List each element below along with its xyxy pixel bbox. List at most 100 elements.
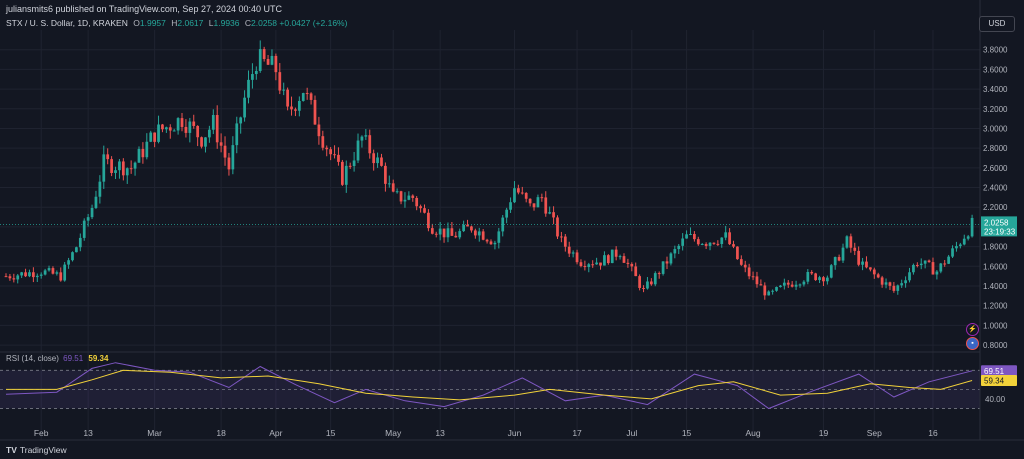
- candle-body: [51, 268, 55, 274]
- candle-body: [200, 137, 203, 147]
- candle-body: [39, 274, 43, 276]
- candle-body: [106, 154, 110, 160]
- candle-body: [865, 261, 868, 268]
- rsi-label[interactable]: RSI (14, close): [6, 354, 59, 363]
- candle-body: [763, 285, 767, 296]
- candle-body: [528, 198, 532, 204]
- rsi-background-band: [0, 370, 980, 409]
- candle-body: [841, 247, 845, 261]
- candle-body: [149, 132, 153, 142]
- y-tick-label: 2.6000: [983, 164, 1008, 173]
- candle-body: [540, 197, 544, 199]
- candle-body: [696, 239, 700, 245]
- candle-body: [728, 232, 731, 245]
- lightning-icon[interactable]: ⚡: [966, 323, 979, 336]
- candle-body: [258, 49, 262, 71]
- candle-body: [176, 118, 180, 131]
- candle-body: [208, 129, 211, 138]
- candle-body: [24, 272, 27, 277]
- candle-body: [845, 236, 849, 248]
- candle-body: [634, 266, 638, 277]
- candle-body: [642, 287, 645, 289]
- footer: TV TradingView: [6, 445, 67, 455]
- flag-icon[interactable]: ▪: [966, 337, 979, 350]
- candle-body: [724, 232, 728, 238]
- candle-body: [427, 212, 430, 229]
- y-tick-label: 2.4000: [983, 184, 1008, 193]
- candle-body: [450, 228, 454, 236]
- candle-body: [622, 256, 626, 263]
- candle-body: [693, 234, 696, 240]
- candle-body: [872, 269, 876, 275]
- candle-body: [966, 236, 970, 239]
- candle-body: [915, 264, 919, 266]
- candle-body: [309, 93, 313, 100]
- rsi-value-tag-bg: [981, 365, 1017, 377]
- candle-body: [403, 199, 407, 202]
- candle-body: [407, 195, 411, 200]
- candle-body: [732, 244, 735, 247]
- candle-body: [466, 224, 469, 227]
- candle-body: [806, 272, 810, 282]
- candle-body: [297, 100, 301, 111]
- candle-body: [164, 127, 168, 130]
- candle-body: [118, 161, 121, 171]
- tradingview-logo-icon[interactable]: TV: [6, 445, 17, 455]
- change-value: +0.0427 (+2.16%): [279, 18, 348, 28]
- candle-body: [227, 157, 231, 170]
- candle-body: [473, 230, 477, 236]
- candle-body: [125, 168, 129, 176]
- candle-body: [560, 236, 563, 238]
- candle-body: [59, 272, 63, 281]
- footer-brand[interactable]: TradingView: [19, 445, 67, 455]
- candle-body: [352, 160, 356, 167]
- candle-body: [387, 183, 391, 185]
- candle-body: [665, 261, 669, 264]
- candle-body: [360, 136, 364, 141]
- symbol-legend: STX / U. S. Dollar, 1D, KRAKEN O1.9957 H…: [6, 18, 347, 28]
- candle-body: [571, 252, 575, 254]
- candle-body: [4, 276, 8, 278]
- x-tick-label: 18: [216, 428, 226, 438]
- candle-body: [536, 197, 540, 208]
- symbol-name[interactable]: STX / U. S. Dollar, 1D, KRAKEN: [6, 18, 128, 28]
- candle-body: [497, 231, 501, 243]
- y-tick-label: 0.8000: [983, 341, 1008, 350]
- candle-body: [344, 165, 348, 185]
- candle-body: [599, 262, 602, 266]
- candle-body: [321, 136, 325, 148]
- candle-body: [305, 93, 309, 95]
- candle-body: [579, 262, 583, 267]
- currency-button[interactable]: USD: [979, 16, 1015, 32]
- candle-body: [317, 124, 321, 137]
- candle-body: [110, 159, 113, 173]
- candle-body: [434, 233, 438, 235]
- candle-body: [368, 135, 372, 154]
- rsi-ma-line: [6, 369, 973, 401]
- candle-body: [270, 55, 274, 65]
- candle-body: [552, 212, 555, 218]
- candle-body: [157, 124, 160, 142]
- candle-body: [603, 255, 606, 266]
- x-tick-label: Mar: [147, 428, 162, 438]
- y-tick-label: 1.0000: [983, 321, 1008, 330]
- candle-body: [517, 188, 520, 193]
- y-tick-label: 1.6000: [983, 262, 1008, 271]
- candle-body: [462, 224, 465, 232]
- candle-body: [341, 161, 344, 185]
- candle-body: [951, 248, 954, 257]
- candle-body: [380, 157, 383, 166]
- candle-body: [888, 282, 892, 286]
- low-label: L: [208, 18, 214, 28]
- candle-body: [219, 142, 223, 146]
- last-price-tag-bg: [981, 216, 1017, 237]
- candle-body: [489, 241, 493, 245]
- candle-body: [215, 115, 219, 143]
- candle-body: [196, 125, 200, 138]
- candle-body: [947, 256, 950, 264]
- candle-body: [446, 228, 450, 238]
- candle-body: [98, 181, 102, 197]
- candle-body: [606, 255, 610, 264]
